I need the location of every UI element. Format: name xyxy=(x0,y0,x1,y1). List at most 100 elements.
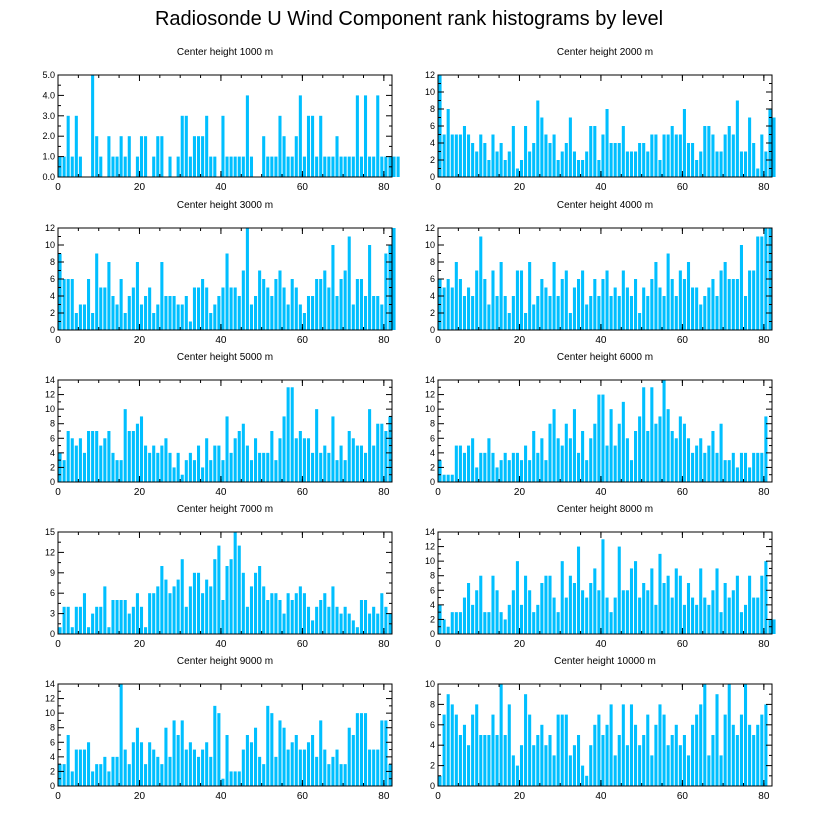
histogram-bar xyxy=(249,460,254,482)
histogram-bar xyxy=(380,593,384,634)
histogram-bar xyxy=(148,593,152,634)
histogram-bar xyxy=(180,304,184,330)
histogram-bar xyxy=(658,416,662,482)
histogram-bar xyxy=(536,100,540,177)
histogram-bar xyxy=(258,452,262,482)
y-tick-label: 10 xyxy=(425,404,435,414)
histogram-bar xyxy=(245,445,249,482)
histogram-bar xyxy=(217,296,221,330)
histogram-bar xyxy=(380,720,384,786)
histogram-bar xyxy=(233,771,237,786)
histogram-bar xyxy=(95,136,99,177)
histogram-bar xyxy=(225,156,229,177)
histogram-bar xyxy=(278,438,282,482)
histogram-bar xyxy=(172,720,176,786)
histogram-bar xyxy=(176,452,180,482)
histogram-bar xyxy=(674,296,678,330)
histogram-bar xyxy=(91,313,95,330)
histogram-bar xyxy=(233,156,237,177)
histogram-bar xyxy=(540,583,544,634)
histogram-bar xyxy=(515,168,519,177)
histogram-bar xyxy=(95,253,99,330)
histogram-bar xyxy=(536,735,540,786)
y-tick-label: 6 xyxy=(50,433,55,443)
histogram-bar xyxy=(524,313,528,330)
histogram-bar xyxy=(568,575,572,634)
histogram-bar xyxy=(483,143,487,177)
histogram-bar xyxy=(581,160,585,177)
y-tick-label: 8 xyxy=(430,571,435,581)
histogram-bar xyxy=(739,452,743,482)
histogram-bar xyxy=(471,296,475,330)
histogram-bar xyxy=(311,620,315,634)
histogram-bar xyxy=(343,270,347,330)
histogram-bar xyxy=(532,612,536,634)
histogram-bar xyxy=(319,600,323,634)
histogram-bar xyxy=(536,452,540,482)
histogram-bar xyxy=(241,572,245,634)
histogram-bar xyxy=(302,313,306,330)
histogram-bar xyxy=(491,270,495,330)
x-tick-label: 40 xyxy=(215,182,227,193)
histogram-bar xyxy=(70,438,74,482)
histogram-bar xyxy=(302,749,306,786)
histogram-bar xyxy=(192,460,196,482)
x-tick-label: 80 xyxy=(378,791,390,802)
histogram-bar xyxy=(568,313,572,330)
x-tick-label: 80 xyxy=(378,335,390,346)
histogram-bar xyxy=(479,452,483,482)
histogram-bar xyxy=(544,745,548,786)
y-tick-label: 10 xyxy=(45,240,55,250)
histogram-bar xyxy=(593,724,597,786)
histogram-bar xyxy=(245,735,249,786)
x-tick-label: 20 xyxy=(514,335,526,346)
histogram-bar xyxy=(347,156,351,177)
histogram-bar xyxy=(471,143,475,177)
histogram-bar xyxy=(131,742,135,786)
histogram-bar xyxy=(650,134,654,177)
histogram-svg: 0 20 40 60 80 0 2 4 6 8 10 12 14 xyxy=(425,527,776,650)
page-title: Radiosonde U Wind Component rank histogr… xyxy=(154,8,664,30)
histogram-bar xyxy=(119,460,123,482)
x-tick-label: 80 xyxy=(758,182,770,193)
histogram-bar xyxy=(123,409,127,482)
histogram-bar xyxy=(78,304,82,330)
histogram-bar xyxy=(286,304,290,330)
histogram-bar xyxy=(319,115,323,177)
histogram-bar xyxy=(372,749,376,786)
histogram-bar xyxy=(192,136,196,177)
histogram-bar xyxy=(164,579,168,634)
histogram-bar xyxy=(540,279,544,330)
histogram-bar xyxy=(339,613,343,634)
histogram-bar xyxy=(359,156,363,177)
histogram-bar xyxy=(739,612,743,634)
histogram-bar xyxy=(152,749,156,786)
histogram-bar xyxy=(638,313,642,330)
histogram-bar xyxy=(156,586,160,634)
histogram-bar xyxy=(446,109,450,177)
histogram-bar xyxy=(282,136,286,177)
histogram-bar xyxy=(748,270,752,330)
histogram-bar xyxy=(205,438,209,482)
histogram-bar xyxy=(66,431,70,482)
x-tick-label: 0 xyxy=(55,791,61,802)
histogram-bar xyxy=(674,438,678,482)
histogram-bar xyxy=(646,714,650,786)
y-tick-label: 12 xyxy=(425,223,435,233)
histogram-bar xyxy=(711,590,715,634)
y-tick-label: 12 xyxy=(45,694,55,704)
y-tick-label: 4 xyxy=(50,448,55,458)
histogram-bar xyxy=(331,156,335,177)
histogram-bar xyxy=(467,583,471,634)
histogram-bar xyxy=(654,134,658,177)
histogram-bar xyxy=(552,597,556,634)
histogram-bar xyxy=(343,764,347,786)
y-tick-label: 4 xyxy=(430,448,435,458)
histogram-bar xyxy=(70,771,74,786)
histogram-bar xyxy=(703,296,707,330)
histogram-bar xyxy=(107,262,111,330)
histogram-bar xyxy=(442,474,446,482)
y-tick-label: 2 xyxy=(430,155,435,165)
histogram-bar xyxy=(123,156,127,177)
histogram-bar xyxy=(87,742,91,786)
